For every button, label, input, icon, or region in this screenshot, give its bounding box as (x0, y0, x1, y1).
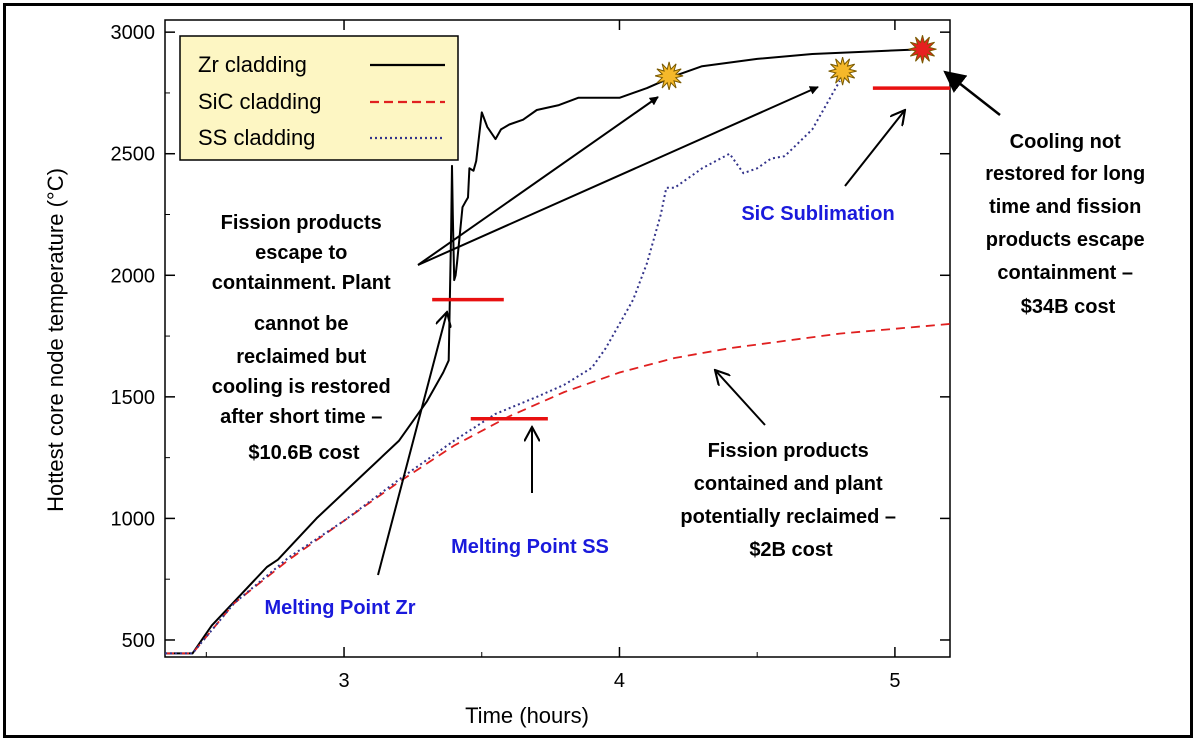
y-axis-title: Hottest core node temperature (°C) (43, 168, 68, 512)
note-short-line: Fission products (221, 212, 382, 234)
note-short-line: $10.6B cost (248, 442, 360, 464)
y-tick-label: 2500 (111, 144, 156, 166)
x-tick-label: 3 (338, 670, 349, 692)
label-sic-sublimation: SiC Sublimation (741, 203, 894, 225)
threshold-layer (432, 86, 950, 421)
note-long-line: time and fission (989, 196, 1141, 218)
arrow-to-zr-melt (377, 312, 447, 576)
note-short-line: cooling is restored (212, 376, 391, 398)
series-line-sic (165, 323, 951, 655)
y-tick-label: 2000 (111, 265, 156, 287)
note-long-cooling: Cooling not restored for long time and f… (985, 131, 1151, 318)
series-layer (165, 48, 951, 655)
label-melting-point-ss: Melting Point SS (451, 536, 609, 558)
series-line-zr (165, 48, 923, 655)
y-tick-label: 1500 (111, 387, 156, 409)
note-contained-line: Fission products (708, 440, 869, 462)
legend-label-sic: SiC cladding (198, 89, 322, 114)
note-short-line: cannot be (254, 313, 348, 335)
legend-box (179, 35, 459, 161)
x-axis-title: Time (hours) (465, 703, 589, 728)
label-melting-point-zr: Melting Point Zr (264, 597, 415, 619)
legend: Zr cladding SiC cladding SS cladding (179, 35, 459, 161)
series-line-ss (165, 80, 841, 655)
legend-label-ss: SS cladding (198, 125, 315, 150)
arrow-to-sic-curve (715, 370, 766, 426)
note-contained-line: contained and plant (694, 473, 883, 495)
note-long-line: Cooling not (1010, 131, 1121, 153)
annotation-arrows (377, 70, 1001, 576)
figure-frame (3, 3, 1193, 738)
note-long-line: $34B cost (1021, 296, 1116, 318)
failure-starburst (908, 35, 937, 64)
note-long-line: restored for long (985, 163, 1145, 185)
note-short-line: containment. Plant (212, 272, 391, 294)
failure-starburst (828, 56, 857, 86)
y-tick-label: 1000 (111, 508, 156, 530)
note-contained: Fission products contained and plant pot… (680, 440, 901, 561)
arrow-to-long-cooling (943, 70, 1001, 116)
x-tick-label: 4 (614, 670, 625, 692)
legend-label-zr: Zr cladding (198, 52, 307, 77)
note-long-line: containment – (997, 262, 1133, 284)
event-layer (654, 35, 937, 91)
y-tick-label: 500 (122, 630, 155, 652)
failure-starburst (654, 61, 684, 91)
plot-area (164, 19, 951, 658)
note-short-line: after short time – (220, 406, 382, 428)
axis-ticks: 3 4 5 500 1000 1500 2000 2500 3000 (111, 20, 950, 692)
note-short-line: reclaimed but (236, 346, 366, 368)
note-short-line: escape to (255, 242, 347, 264)
note-contained-line: potentially reclaimed – (680, 506, 896, 528)
note-short-cooling: Fission products escape to containment. … (212, 212, 397, 464)
y-tick-label: 3000 (111, 22, 156, 44)
arrow-to-zr-failure (417, 96, 659, 266)
arrow-to-sic-sublimation (844, 110, 905, 187)
note-contained-line: $2B cost (749, 539, 833, 561)
x-tick-label: 5 (889, 670, 900, 692)
note-long-line: products escape (986, 229, 1145, 251)
arrow-to-ss-failure (417, 86, 819, 266)
